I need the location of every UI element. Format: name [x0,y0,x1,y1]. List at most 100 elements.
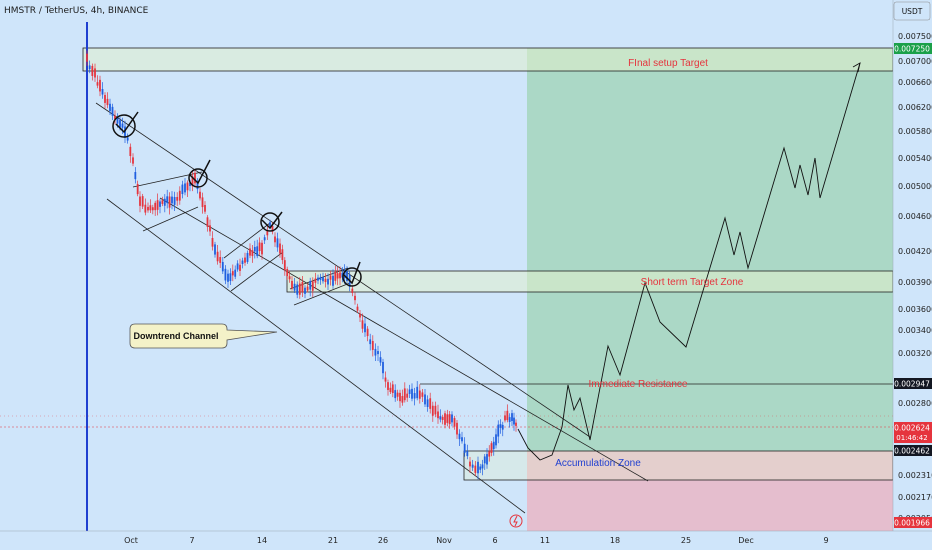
candle-body [359,313,361,318]
flash-event-icon[interactable] [509,514,523,528]
candle-body [184,183,186,193]
time-axis-tick: 25 [681,536,691,545]
candle-body [421,392,424,397]
downtrend-callout-label: Downtrend Channel [134,331,219,341]
candle-body [229,273,232,282]
candle-body [231,271,234,276]
candle-body [396,392,399,397]
price-tag-countdown: 01:46:42 [896,434,927,442]
final-target-box[interactable] [82,47,894,72]
time-axis-tick: 9 [823,536,828,545]
candle-body [134,172,137,180]
candle-body [339,272,341,279]
candle-body [219,257,222,263]
candle-body [499,424,502,428]
candle-body [361,320,364,329]
candle-body [119,120,121,128]
candle-body [424,394,426,405]
projected-path [517,62,861,461]
candlestick-series [86,50,517,480]
candle-body [403,388,406,401]
candle-body [458,433,461,440]
candle-body [354,295,356,301]
candle-body [471,464,474,468]
candle-body [224,268,227,281]
resistance-label: Immediate Resistance [589,379,688,390]
time-axis-tick: 11 [540,536,550,545]
candle-body [364,323,366,333]
candle-body [163,198,166,206]
candle-body [236,263,239,270]
candle-body [389,387,392,393]
candle-body [206,217,209,227]
candle-body [266,229,269,236]
candle-body [253,246,256,252]
price-tag-target: 0.007250 [894,43,932,54]
candle-body [374,348,377,356]
candle-body [495,434,497,446]
time-axis[interactable] [0,531,932,550]
candle-body [281,249,284,261]
candle-body [86,53,88,62]
candle-body [251,250,254,257]
time-axis-tick: 26 [378,536,388,545]
candle-body [181,184,184,195]
candle-body [314,278,317,283]
target-zone [527,48,893,451]
candle-body [279,243,281,254]
candle-body [497,424,500,437]
time-axis-tick: Oct [124,536,138,545]
short-term-target-box[interactable] [286,270,894,293]
candle-body [161,200,164,204]
candle-body [271,225,274,232]
candle-body [141,196,144,207]
candle-body [411,388,413,399]
candle-body [136,183,139,195]
candle-body [256,246,259,257]
candle-body [418,390,421,399]
price-tag-low-value: 0.001966 [894,519,930,528]
accumulation-box[interactable] [463,450,894,481]
candle-body [369,339,372,345]
price-tag-target-value: 0.007250 [894,45,930,54]
candle-body [336,273,339,279]
candle-body [234,269,237,277]
candle-body [441,416,444,420]
time-axis-tick: 18 [610,536,620,545]
channel-lower-line[interactable] [106,198,526,514]
candle-body [324,278,327,283]
candle-body [126,137,129,141]
candle-body [209,225,211,232]
candle-body [109,103,111,112]
candle-body [469,461,471,467]
symbol-title: HMSTR / TetherUS, 4h, BINANCE [4,6,149,16]
candle-body [216,251,219,262]
candle-body [356,306,359,311]
projected-path-arrowhead [852,62,861,73]
candle-body [391,384,394,394]
price-tag-resistance-value: 0.002947 [894,380,930,389]
candle-body [413,393,416,399]
candle-body [178,190,181,201]
currency-button[interactable]: USDT [893,1,931,21]
downtrend-callout[interactable]: Downtrend Channel [129,323,278,349]
candle-body [159,201,161,207]
candle-body [151,207,154,211]
candle-body [239,264,241,271]
candle-body [382,361,384,374]
candle-body [276,238,279,248]
candle-body [304,287,306,294]
candle-body [129,146,132,157]
candle-body [486,454,488,465]
candle-body [474,465,477,473]
candle-body [399,392,401,402]
candle-body [379,357,382,363]
candle-body [173,196,176,205]
